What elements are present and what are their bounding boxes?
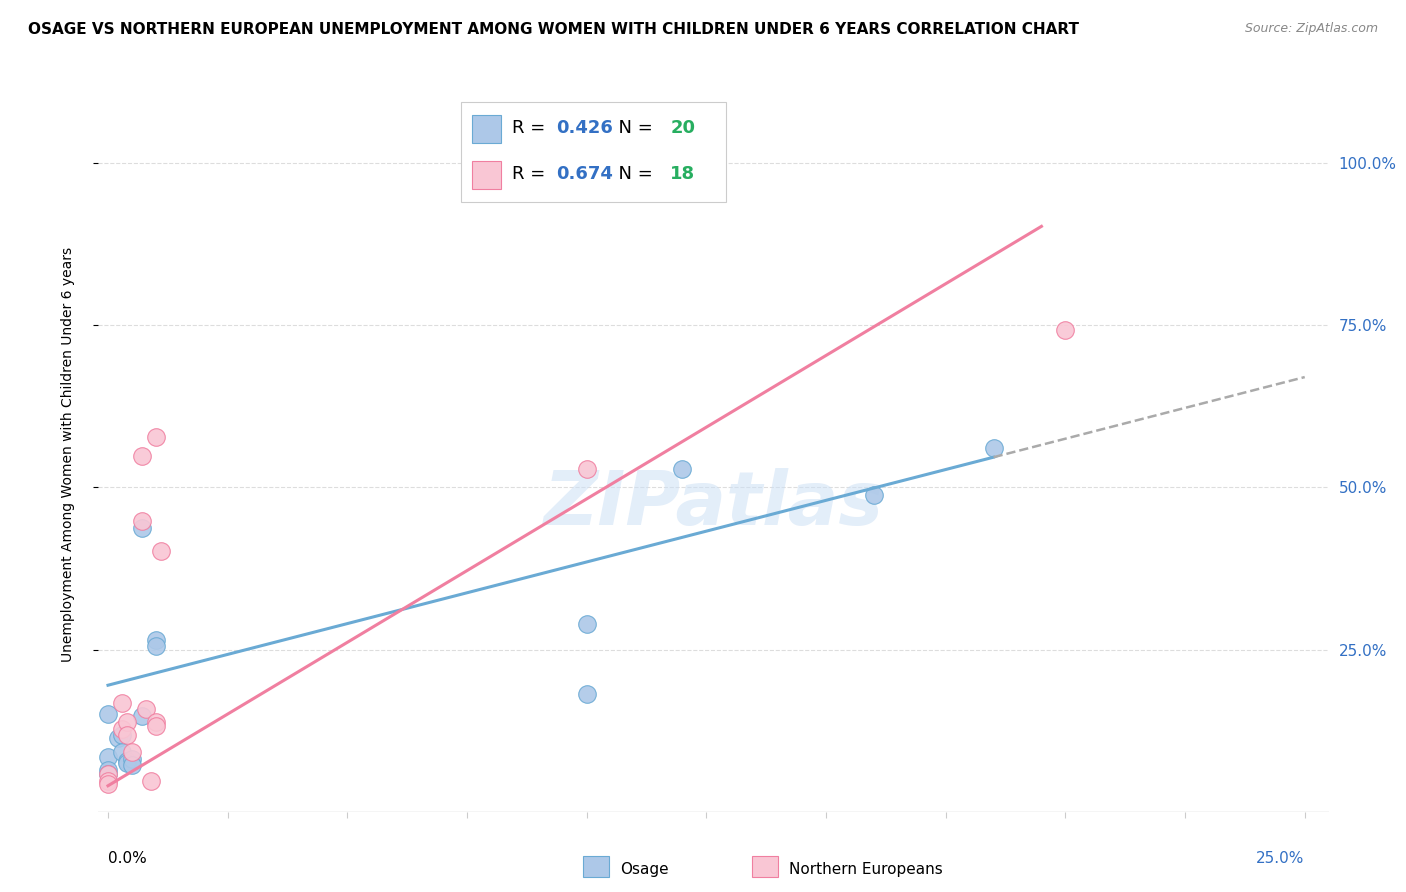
Text: 0.0%: 0.0% [108, 851, 146, 866]
Point [145, 640, 167, 654]
Point [97, 707, 120, 722]
Point [111, 722, 134, 736]
Point [1054, 323, 1077, 337]
Text: ZIPatlas: ZIPatlas [544, 468, 883, 541]
Point [107, 731, 129, 746]
Point [97, 749, 120, 764]
Point [149, 544, 172, 558]
Point [131, 708, 153, 723]
Point [145, 719, 167, 733]
Text: Northern Europeans: Northern Europeans [789, 863, 942, 877]
Text: OSAGE VS NORTHERN EUROPEAN UNEMPLOYMENT AMONG WOMEN WITH CHILDREN UNDER 6 YEARS : OSAGE VS NORTHERN EUROPEAN UNEMPLOYMENT … [28, 22, 1080, 37]
Point [115, 754, 138, 768]
Point [671, 462, 693, 476]
Point [111, 696, 134, 710]
Text: Source: ZipAtlas.com: Source: ZipAtlas.com [1244, 22, 1378, 36]
Point [97, 773, 120, 788]
Point [111, 728, 134, 742]
Y-axis label: Unemployment Among Women with Children Under 6 years: Unemployment Among Women with Children U… [60, 247, 75, 663]
Point [111, 745, 134, 759]
Point [575, 687, 598, 701]
Point [575, 616, 598, 631]
Point [145, 715, 167, 730]
Point [115, 715, 138, 730]
Point [131, 449, 153, 463]
Point [139, 773, 162, 788]
Point [145, 430, 167, 444]
Point [131, 520, 153, 534]
Text: 25.0%: 25.0% [1257, 851, 1305, 866]
Point [135, 702, 157, 716]
Point [131, 514, 153, 528]
Point [97, 767, 120, 781]
Point [97, 767, 120, 781]
Point [97, 777, 120, 791]
Point [97, 763, 120, 777]
Point [575, 462, 598, 476]
Point [983, 442, 1005, 456]
Point [145, 632, 167, 647]
Point [115, 756, 138, 770]
Text: Osage: Osage [620, 863, 669, 877]
Point [863, 488, 886, 502]
Point [121, 758, 143, 772]
Point [115, 728, 138, 742]
Point [121, 751, 143, 765]
Point [121, 745, 143, 759]
